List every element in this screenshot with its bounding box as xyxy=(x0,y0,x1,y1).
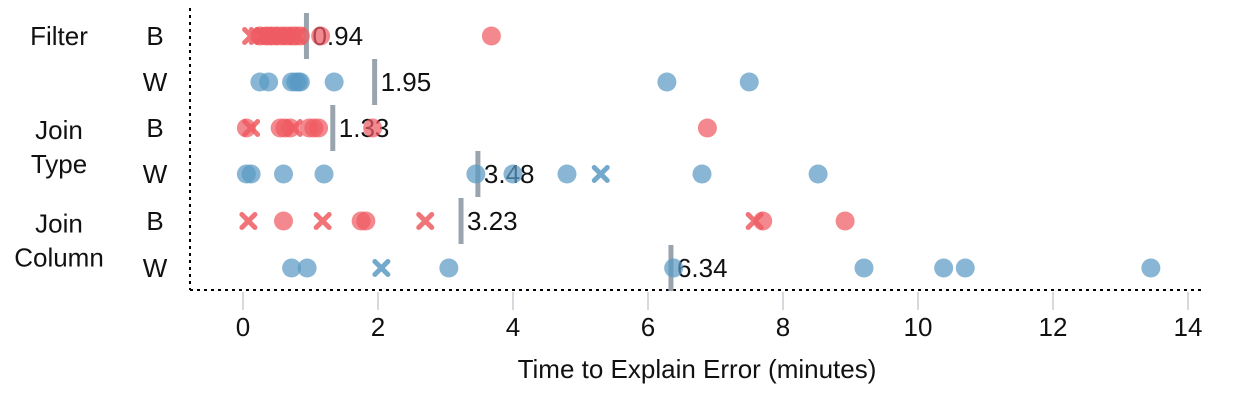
x-tick-label: 0 xyxy=(236,312,250,342)
x-tick-label: 6 xyxy=(641,312,655,342)
vertical-gridlines xyxy=(242,292,1189,310)
data-point xyxy=(274,164,293,184)
data-point xyxy=(835,211,855,231)
data-point xyxy=(297,258,317,278)
x-tick-label: 10 xyxy=(904,312,933,342)
data-points xyxy=(236,26,1161,278)
data-point xyxy=(503,164,523,184)
data-point xyxy=(311,26,331,46)
data-point xyxy=(1141,258,1161,278)
row-label: B xyxy=(146,21,163,51)
x-tick-label: 14 xyxy=(1174,312,1203,342)
group-label: Join Column xyxy=(14,209,104,273)
median-label: 3.23 xyxy=(467,206,518,236)
row-label: W xyxy=(143,67,168,97)
median-label: 1.95 xyxy=(381,67,432,97)
data-point-cross xyxy=(416,212,435,230)
group-label: Filter xyxy=(30,21,88,51)
data-point xyxy=(808,164,828,184)
row-label: B xyxy=(146,113,163,143)
data-point-cross xyxy=(591,165,610,183)
data-point xyxy=(692,164,712,184)
data-point xyxy=(753,211,773,231)
x-tick-label: 4 xyxy=(506,312,520,342)
data-point xyxy=(657,72,677,92)
data-point xyxy=(282,258,302,278)
group-label: Join Type xyxy=(31,115,87,179)
data-point-cross xyxy=(313,212,332,230)
x-tick-labels: 0 2 4 6 8 10 12 14 xyxy=(236,312,1203,342)
data-point xyxy=(697,118,717,138)
median-bar xyxy=(372,59,378,105)
x-tick-label: 2 xyxy=(371,312,385,342)
row-label: W xyxy=(143,159,168,189)
median-bar xyxy=(458,198,464,244)
row-label: B xyxy=(146,206,163,236)
data-point xyxy=(557,164,577,184)
x-axis-title: Time to Explain Error (minutes) xyxy=(518,354,877,384)
x-tick-label: 12 xyxy=(1039,312,1068,342)
data-point xyxy=(241,164,261,184)
data-point-cross xyxy=(242,119,261,137)
data-point xyxy=(236,118,256,138)
data-point xyxy=(324,72,344,92)
data-point xyxy=(290,72,310,92)
data-point xyxy=(934,258,954,278)
data-point xyxy=(955,258,975,278)
data-point-cross xyxy=(284,119,303,137)
data-point xyxy=(274,211,293,231)
median-markers: 0.941.951.333.483.236.34 xyxy=(303,13,728,291)
data-point xyxy=(739,72,759,92)
data-point xyxy=(259,72,279,92)
median-bar xyxy=(330,105,336,151)
median-label: 6.34 xyxy=(677,253,728,283)
data-point-cross xyxy=(239,212,258,230)
data-point xyxy=(466,164,486,184)
data-point xyxy=(439,258,459,278)
data-point xyxy=(290,26,310,46)
data-point xyxy=(854,258,874,278)
data-point xyxy=(363,118,383,138)
data-point-cross xyxy=(372,259,391,277)
data-point xyxy=(314,164,334,184)
data-point xyxy=(664,258,684,278)
data-point xyxy=(356,211,376,231)
row-label: W xyxy=(143,253,168,283)
x-tick-label: 8 xyxy=(776,312,790,342)
data-point xyxy=(481,26,501,46)
data-point xyxy=(309,118,329,138)
